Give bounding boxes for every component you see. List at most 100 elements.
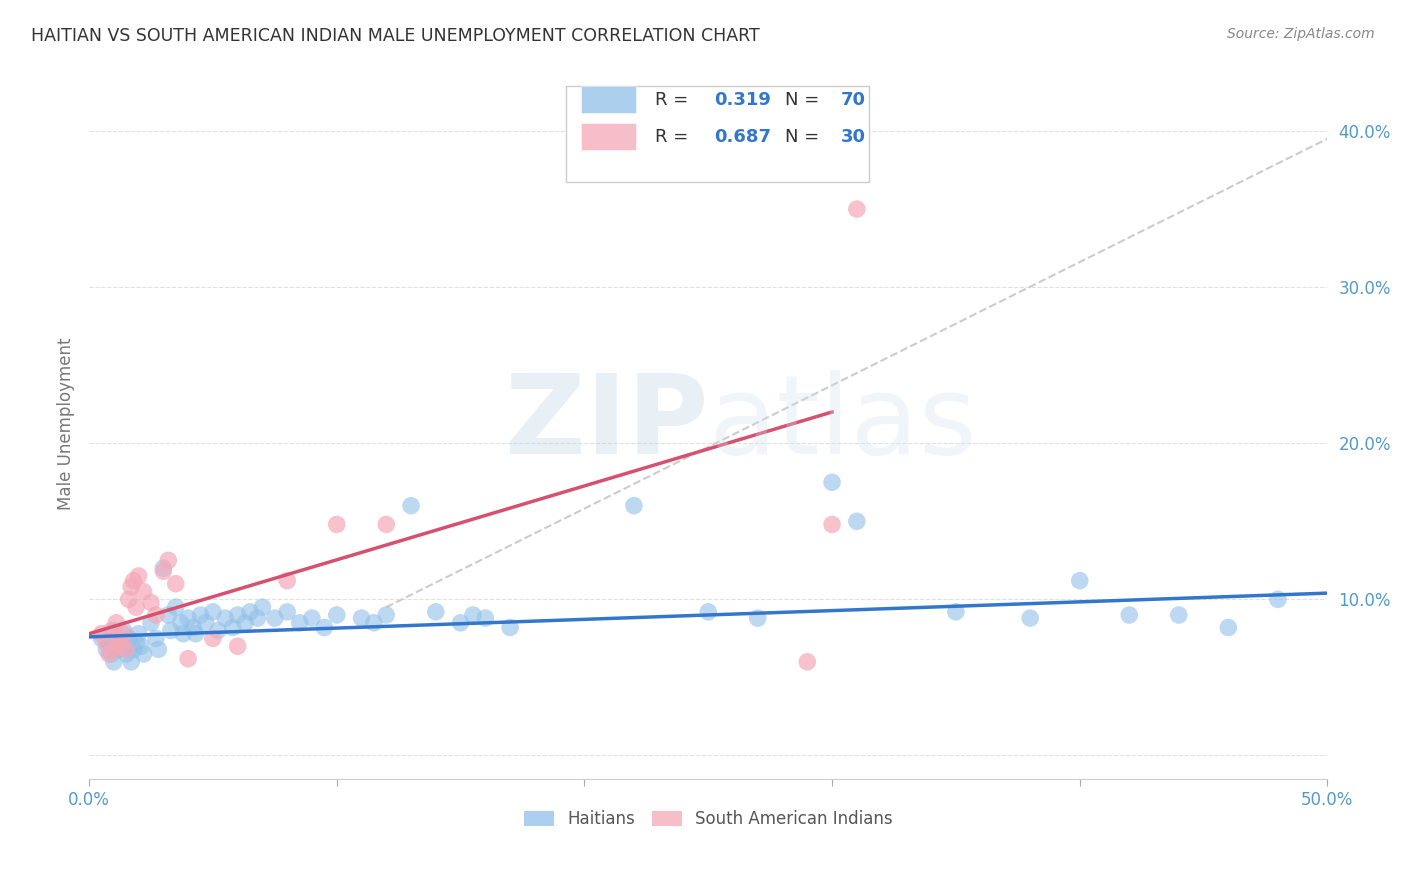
Point xyxy=(152,564,174,578)
Point xyxy=(157,553,180,567)
Point xyxy=(239,605,262,619)
Point xyxy=(103,655,125,669)
Point xyxy=(325,517,347,532)
Point xyxy=(152,561,174,575)
Point xyxy=(90,632,112,646)
Point xyxy=(246,611,269,625)
Point xyxy=(96,642,118,657)
Point xyxy=(276,605,298,619)
Point xyxy=(821,517,844,532)
Point xyxy=(132,647,155,661)
Point xyxy=(474,611,496,625)
Point xyxy=(118,632,141,646)
Point xyxy=(100,647,122,661)
FancyBboxPatch shape xyxy=(581,123,637,150)
Point xyxy=(115,642,138,657)
Point xyxy=(226,607,249,622)
Point xyxy=(107,642,129,657)
Text: R =: R = xyxy=(655,91,695,109)
Point xyxy=(125,636,148,650)
Point xyxy=(120,655,142,669)
Point xyxy=(128,569,150,583)
Point xyxy=(1118,607,1140,622)
Point xyxy=(263,611,285,625)
FancyBboxPatch shape xyxy=(581,87,637,113)
Point xyxy=(252,600,274,615)
Point xyxy=(159,624,181,638)
Point xyxy=(796,655,818,669)
Point xyxy=(110,636,132,650)
Point xyxy=(90,626,112,640)
Point xyxy=(139,595,162,609)
Point xyxy=(301,611,323,625)
Point xyxy=(226,639,249,653)
Point xyxy=(350,611,373,625)
Point xyxy=(145,632,167,646)
Point xyxy=(103,642,125,657)
Point xyxy=(201,632,224,646)
Point xyxy=(399,499,422,513)
Point xyxy=(1267,592,1289,607)
Point xyxy=(845,514,868,528)
Point xyxy=(165,600,187,615)
Text: ZIP: ZIP xyxy=(505,370,709,477)
Point xyxy=(132,584,155,599)
Text: 0.319: 0.319 xyxy=(714,91,772,109)
Point xyxy=(139,615,162,630)
Point xyxy=(1069,574,1091,588)
Point xyxy=(363,615,385,630)
Point xyxy=(145,607,167,622)
Point xyxy=(207,624,229,638)
Text: N =: N = xyxy=(785,128,825,145)
Point xyxy=(214,611,236,625)
Point xyxy=(623,499,645,513)
Point xyxy=(122,574,145,588)
Point xyxy=(107,632,129,646)
Point xyxy=(97,636,120,650)
Point xyxy=(425,605,447,619)
Point xyxy=(103,624,125,638)
Point xyxy=(96,636,118,650)
Y-axis label: Male Unemployment: Male Unemployment xyxy=(58,337,75,510)
Point xyxy=(461,607,484,622)
Point xyxy=(499,620,522,634)
Text: R =: R = xyxy=(655,128,695,145)
Point xyxy=(1019,611,1042,625)
Point xyxy=(945,605,967,619)
Point xyxy=(845,202,868,216)
Text: 0.687: 0.687 xyxy=(714,128,772,145)
Point xyxy=(201,605,224,619)
Point xyxy=(128,626,150,640)
Point xyxy=(276,574,298,588)
Point xyxy=(112,624,135,638)
Text: HAITIAN VS SOUTH AMERICAN INDIAN MALE UNEMPLOYMENT CORRELATION CHART: HAITIAN VS SOUTH AMERICAN INDIAN MALE UN… xyxy=(31,27,759,45)
Text: 30: 30 xyxy=(841,128,866,145)
Point xyxy=(110,639,132,653)
Point xyxy=(105,632,128,646)
Point xyxy=(100,624,122,638)
Point xyxy=(122,642,145,657)
Point xyxy=(233,615,256,630)
Text: Source: ZipAtlas.com: Source: ZipAtlas.com xyxy=(1227,27,1375,41)
Point xyxy=(288,615,311,630)
Point xyxy=(115,639,138,653)
Point xyxy=(194,615,217,630)
Point xyxy=(177,651,200,665)
Point xyxy=(222,620,245,634)
Point xyxy=(157,607,180,622)
Point xyxy=(325,607,347,622)
Point xyxy=(1167,607,1189,622)
Point xyxy=(115,647,138,661)
Point xyxy=(375,517,398,532)
Point xyxy=(165,576,187,591)
Point xyxy=(821,475,844,490)
Point xyxy=(105,615,128,630)
Point xyxy=(314,620,336,634)
Point xyxy=(148,642,170,657)
Point xyxy=(125,600,148,615)
Point xyxy=(97,647,120,661)
Point xyxy=(450,615,472,630)
Text: atlas: atlas xyxy=(709,370,977,477)
Point xyxy=(184,626,207,640)
Point xyxy=(190,607,212,622)
